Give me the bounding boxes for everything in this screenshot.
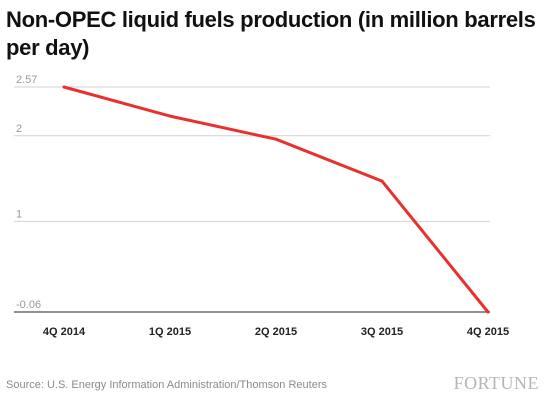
fortune-logo: FORTUNE <box>453 373 539 393</box>
data-point <box>168 114 172 118</box>
series-line-0 <box>62 85 490 314</box>
data-point <box>380 179 384 183</box>
chart-title: Non-OPEC liquid fuels production (in mil… <box>6 7 536 60</box>
y-tick-label: 2.57 <box>16 74 37 86</box>
x-axis-ticks: 4Q 2014 1Q 2015 2Q 2015 3Q 2015 4Q 2015 <box>43 326 509 338</box>
source-note: Source: U.S. Energy Information Administ… <box>6 379 327 391</box>
y-axis-ticks: 2.57 2 1 -0.06 <box>16 74 41 311</box>
y-tick-label: 1 <box>16 208 22 220</box>
data-point <box>486 310 490 314</box>
x-tick-label: 4Q 2015 <box>467 326 509 338</box>
x-tick-label: 2Q 2015 <box>255 326 297 338</box>
data-point <box>62 85 66 89</box>
data-point <box>274 137 278 141</box>
series-layer <box>62 85 490 314</box>
x-tick-label: 3Q 2015 <box>361 326 403 338</box>
line-chart: 2.57 2 1 -0.06 4Q 2014 1Q 2015 2Q 2015 3Q 2015… <box>14 74 509 338</box>
y-tick-label: 2 <box>16 123 22 135</box>
x-tick-label: 1Q 2015 <box>149 326 191 338</box>
x-tick-label: 4Q 2014 <box>43 326 86 338</box>
y-tick-label: -0.06 <box>16 299 41 311</box>
grid-lines <box>14 86 490 313</box>
